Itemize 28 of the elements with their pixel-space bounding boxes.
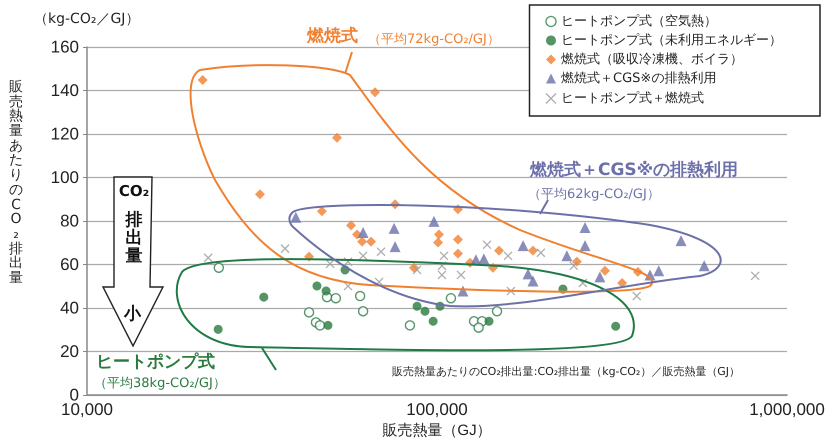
legend-label: ヒートポンプ式＋燃焼式 [561, 91, 704, 106]
y-tick-label: 80 [60, 212, 79, 230]
y-tick-label: 20 [60, 342, 79, 361]
x-axis-title: 販売熱量（GJ） [382, 422, 492, 439]
annotation: CO₂ [118, 182, 150, 200]
text: 燃焼式 [307, 26, 358, 46]
x-tick-label: 1,000,000 [749, 400, 825, 419]
annotation: 販売熱量あたりのCO₂排出量:CO₂排出量（kg-CO₂）／販売熱量（GJ） [392, 365, 740, 378]
legend-label: ヒートポンプ式（未利用エネルギー） [561, 33, 782, 48]
legend-label: ヒートポンプ式（空気熱） [561, 14, 717, 29]
text: 販売熱量あたりのCO₂排出量 [9, 79, 23, 286]
y-tick-label: 100 [50, 168, 79, 187]
y-tick-label: 40 [60, 298, 79, 318]
y-tick-label: 140 [50, 81, 79, 100]
annotation: （平均38kg-CO₂/GJ） [94, 376, 226, 391]
legend-label: 燃焼式＋CGS※の排熱利用 [561, 71, 716, 86]
annotation: 小 [124, 304, 141, 324]
text: （kg-CO₂／GJ） [34, 11, 140, 27]
text: （平均72kg-CO₂/GJ） [368, 32, 500, 47]
x-tick-label: 100,000 [406, 400, 468, 419]
annotation: （平均62kg-CO₂/GJ） [528, 187, 660, 202]
annotation: 燃焼式＋CGS※の排熱利用 [530, 160, 738, 180]
annotation: ヒートポンプ式 [96, 352, 215, 372]
legend-label: 燃焼式（吸収冷凍機、ボイラ） [561, 52, 743, 67]
annotation: 排出量 [124, 210, 144, 266]
y-tick-label: 120 [50, 124, 79, 144]
y-tick-label: 160 [50, 38, 79, 56]
y-tick-label: 60 [60, 255, 79, 274]
